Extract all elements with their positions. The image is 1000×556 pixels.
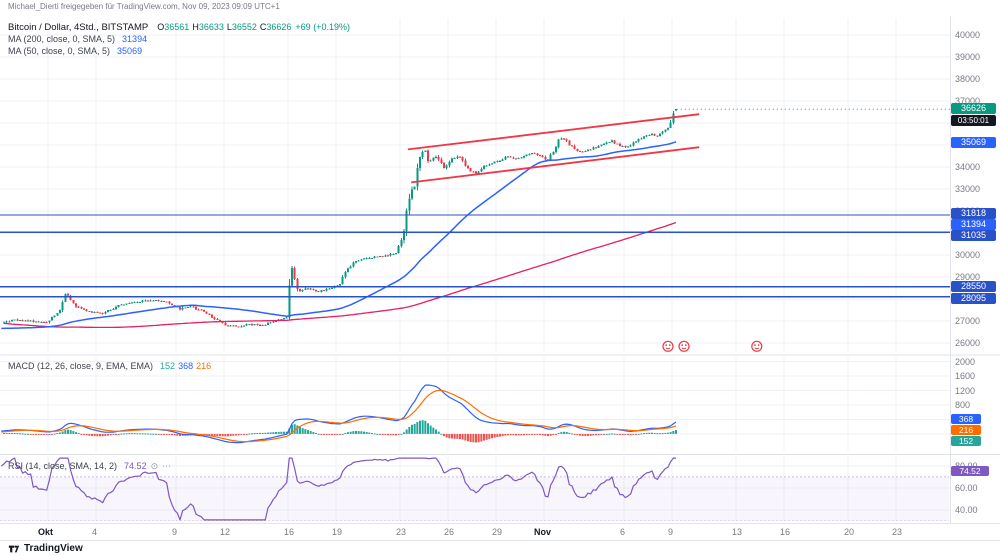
emoji-sticker[interactable] — [678, 340, 690, 352]
ma50-legend-row[interactable]: MA (50, close, 0, SMA, 5) 35069 — [8, 44, 350, 56]
close-value: 36626 — [266, 22, 292, 32]
low-label: L — [226, 22, 232, 32]
axis-tick: 40.00 — [955, 504, 978, 515]
high-label: H — [192, 22, 199, 32]
hist-value-label: 152 — [951, 436, 981, 446]
axis-tick: 80.00 — [955, 461, 978, 471]
macd-line-value: 368 — [178, 361, 194, 371]
axis-tick: 39000 — [955, 52, 981, 62]
high-value: 36633 — [198, 22, 224, 32]
axis-tick: 33000 — [955, 184, 981, 194]
trend-channel[interactable] — [407, 113, 700, 184]
price-level-label-2: 28550 — [951, 280, 996, 292]
time-axis-label: 12 — [220, 527, 231, 537]
axis-tick: 27000 — [955, 316, 981, 326]
time-axis-label: 20 — [844, 527, 855, 537]
price-level-label-0: 31818 — [951, 208, 996, 219]
emoji-sticker[interactable] — [662, 340, 674, 352]
time-axis-label: 9 — [172, 527, 178, 537]
axis-tick: 1200 — [955, 385, 976, 396]
rsi-legend-row[interactable]: RSI (14, close, SMA, 14, 2) 74.52 ⊙ ⋯ — [8, 459, 171, 471]
time-axis-label: 13 — [732, 527, 743, 537]
rsi-pane — [0, 457, 949, 521]
macd-value-label: 368 — [951, 414, 981, 424]
macd-signal-value: 216 — [196, 361, 212, 371]
ma200-price-label: 31394 — [951, 219, 996, 231]
change-value: +69 (+0.19%) — [295, 22, 350, 32]
time-axis-label: 9 — [668, 527, 674, 537]
time-axis-label: 16 — [780, 527, 791, 537]
emoji-sticker[interactable] — [751, 340, 763, 352]
time-axis-label: 23 — [892, 527, 903, 537]
axis-tick: 30000 — [955, 250, 981, 260]
time-axis-label: 29 — [492, 527, 503, 537]
gridlines — [0, 18, 950, 521]
time-axis-label: 26 — [444, 527, 455, 537]
axis-tick: 26000 — [955, 338, 981, 348]
time-axis-label: 4 — [92, 527, 98, 537]
horizontal-level-lines[interactable] — [0, 214, 950, 298]
rsi-pane-legend: RSI (14, close, SMA, 14, 2) 74.52 ⊙ ⋯ — [8, 459, 171, 471]
countdown-label: 03:50:01 — [951, 115, 996, 127]
axis-tick: 37000 — [955, 96, 981, 106]
rsi-value-label: 74.52 — [951, 465, 989, 476]
ma200-value: 31394 — [122, 34, 148, 44]
time-axis-label: Okt — [38, 527, 54, 537]
time-axis-label: 19 — [332, 527, 343, 537]
macd-title: MACD (12, 26, close, 9, EMA, EMA) — [8, 361, 154, 371]
last-price-label: 36626 — [951, 103, 996, 115]
tradingview-logo-text[interactable]: TradingView — [24, 543, 83, 554]
ma50-title: MA (50, close, 0, SMA, 5) — [8, 46, 111, 56]
time-axis-label: 16 — [284, 527, 295, 537]
time-axis-label: 6 — [620, 527, 626, 537]
close-label: C — [259, 22, 267, 32]
axis-tick: 60.00 — [955, 482, 978, 493]
rsi-title: RSI (14, close, SMA, 14, 2) — [8, 461, 118, 471]
axis-tick: 800 — [955, 400, 971, 410]
open-value: 36561 — [164, 22, 190, 32]
more-options-icon[interactable]: ⋯ — [162, 461, 172, 471]
macd-hist-value: 152 — [160, 361, 176, 371]
ma200-legend-row[interactable]: MA (200, close, 0, SMA, 5) 31394 — [8, 32, 350, 44]
time-axis-label: 23 — [396, 527, 407, 537]
ma50-price-label: 35069 — [951, 137, 996, 149]
price-axis[interactable]: 4000039000380003700036000350003400033000… — [950, 16, 1000, 523]
visibility-icon[interactable]: ⊙ — [150, 461, 159, 471]
macd-pane-legend: MACD (12, 26, close, 9, EMA, EMA) 152 368 2… — [8, 359, 211, 371]
moving-average-lines[interactable] — [1, 141, 677, 330]
price-level-label-1: 31035 — [951, 230, 996, 242]
symbol-title[interactable]: Bitcoin / Dollar, 4Std., BITSTAMP — [8, 22, 149, 33]
pane-dividers[interactable] — [0, 354, 1000, 455]
macd-pane — [1, 384, 677, 444]
signal-value-label: 216 — [951, 425, 981, 435]
axis-tick: 40000 — [955, 30, 981, 40]
axis-tick: 34000 — [955, 162, 981, 172]
axis-tick: 1600 — [955, 371, 976, 382]
symbol-legend-row[interactable]: Bitcoin / Dollar, 4Std., BITSTAMP O36561 H… — [8, 20, 350, 33]
rsi-value: 74.52 — [124, 461, 147, 471]
low-value: 36552 — [231, 22, 257, 32]
attribution-text: Michael_Dierti freigegeben für TradingVi… — [8, 2, 280, 11]
axis-tick: 29000 — [955, 272, 981, 282]
ma50-value: 35069 — [117, 46, 143, 56]
candlesticks — [3, 109, 677, 328]
macd-legend-row[interactable]: MACD (12, 26, close, 9, EMA, EMA) 152 368 2… — [8, 359, 211, 371]
time-axis[interactable]: Okt 4 9 12 16 19 23 26 29 Nov 6 9 13 16 20 23 — [0, 523, 1000, 541]
tradingview-logo-icon[interactable] — [8, 543, 20, 555]
axis-tick: 38000 — [955, 74, 981, 84]
open-label: O — [157, 22, 165, 32]
price-pane-legend: Bitcoin / Dollar, 4Std., BITSTAMP O36561 H… — [8, 20, 350, 56]
ma200-title: MA (200, close, 0, SMA, 5) — [8, 34, 116, 44]
footer-bar: TradingView — [0, 540, 1000, 556]
axis-tick: 2000 — [955, 356, 976, 367]
price-level-label-3: 28095 — [951, 292, 996, 304]
time-axis-label: Nov — [534, 527, 552, 537]
